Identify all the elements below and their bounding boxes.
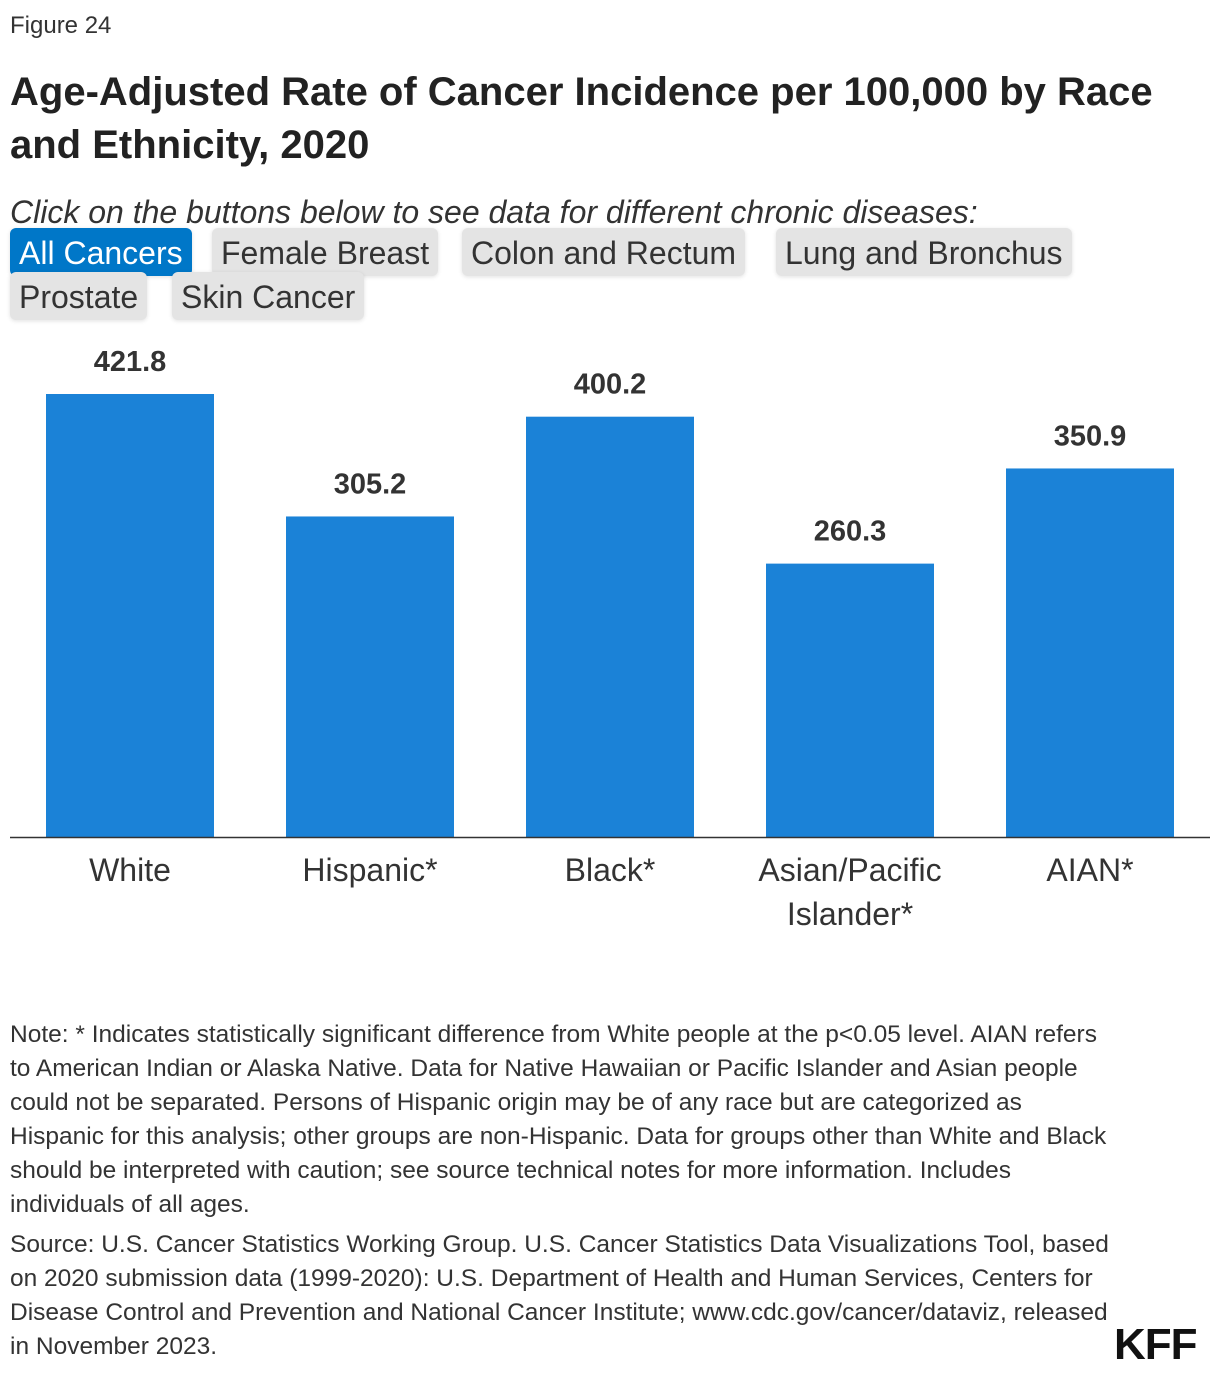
- button-female-breast[interactable]: Female Breast: [212, 228, 439, 276]
- bar: [1006, 468, 1174, 837]
- category-label: AIAN*: [1046, 852, 1133, 888]
- category-label: White: [89, 852, 171, 888]
- bar-chart: 421.8 White 305.2 Hispanic* 400.2 Black* 260.3…: [10, 346, 1210, 932]
- source: Source: U.S. Cancer Statistics Working G…: [10, 1231, 1109, 1360]
- button-all-cancers[interactable]: All Cancers: [10, 228, 192, 276]
- category-label: Hispanic*: [302, 852, 437, 888]
- value-label: 305.2: [334, 468, 407, 500]
- button-lung-bronchus[interactable]: Lung and Bronchus: [776, 228, 1072, 276]
- instructions: Click on the buttons below to see data f…: [10, 194, 978, 230]
- value-label: 350.9: [1054, 420, 1127, 452]
- bar: [46, 394, 214, 837]
- bar: [526, 416, 694, 837]
- value-label: 400.2: [574, 369, 647, 401]
- chart-title: Age-Adjusted Rate of Cancer Incidence pe…: [10, 70, 1153, 167]
- kff-logo: KFF: [1114, 1320, 1198, 1369]
- button-prostate[interactable]: Prostate: [10, 272, 148, 320]
- value-label: 260.3: [814, 516, 887, 548]
- note: Note: * Indicates statistically signific…: [10, 1021, 1107, 1218]
- bar: [766, 563, 934, 837]
- figure-label: Figure 24: [10, 12, 112, 39]
- category-label: Black*: [565, 852, 656, 888]
- category-label: Asian/Pacific Islander*: [758, 852, 941, 932]
- button-skin-cancer[interactable]: Skin Cancer: [172, 272, 365, 320]
- value-label: 421.8: [94, 346, 167, 378]
- button-colon-rectum[interactable]: Colon and Rectum: [462, 228, 746, 276]
- bar: [286, 516, 454, 837]
